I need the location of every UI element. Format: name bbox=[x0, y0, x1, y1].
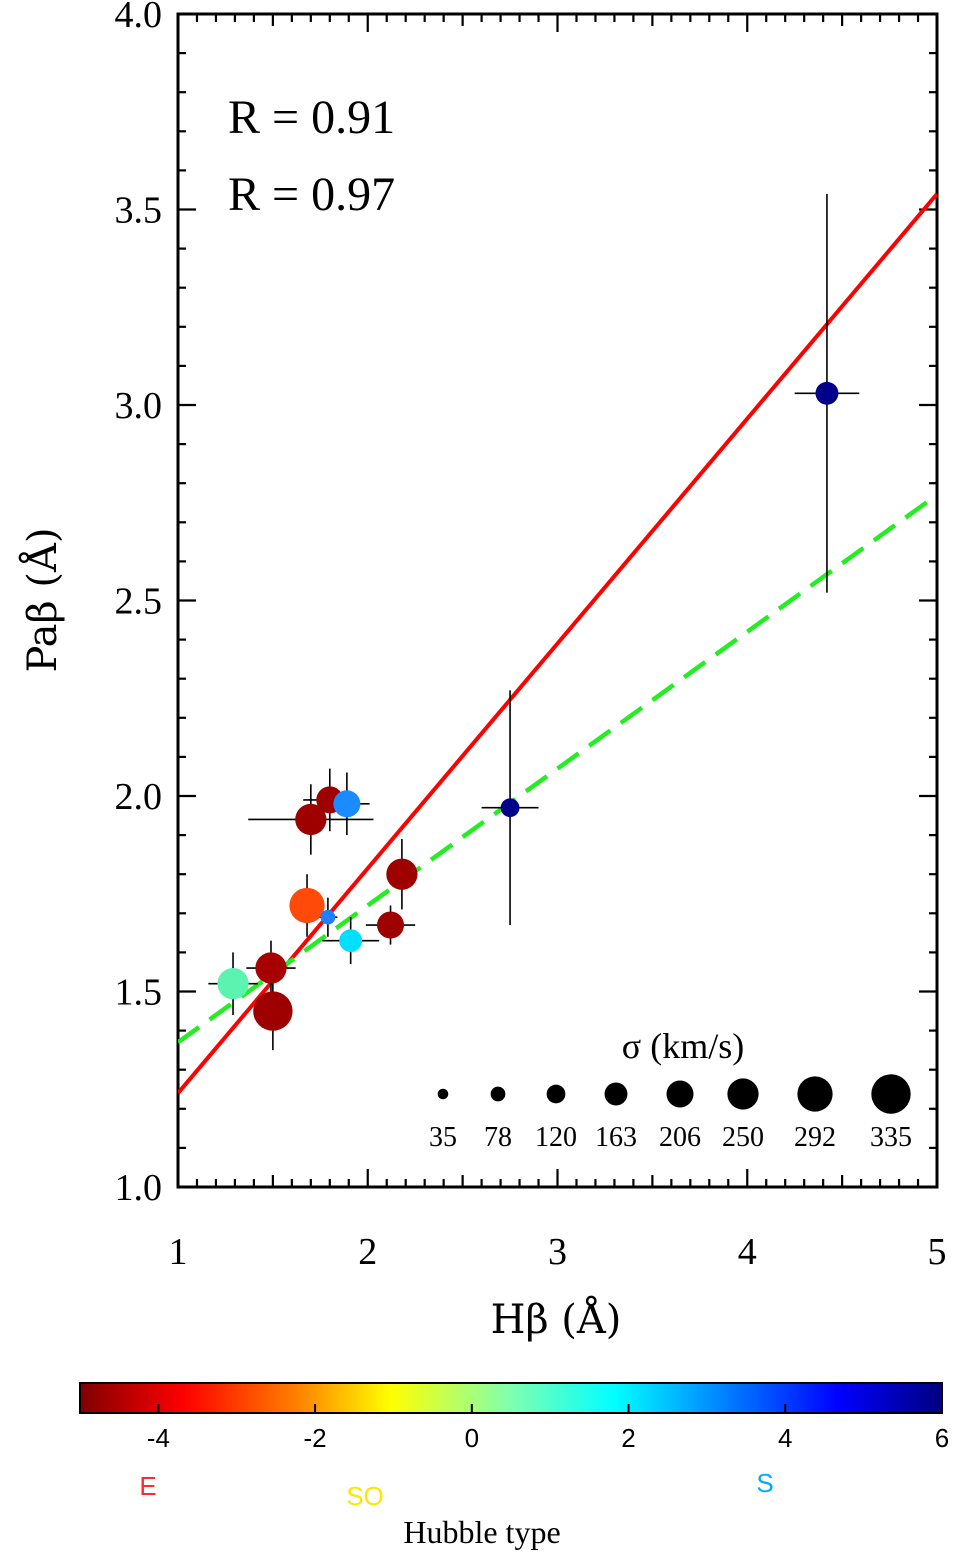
y-tick-labels: 1.0 1.5 2.0 2.5 3.0 3.5 4.0 bbox=[115, 0, 163, 1209]
colorbar-tick-label: 0 bbox=[465, 1423, 479, 1453]
colorbar-title: Hubble type bbox=[403, 1514, 560, 1550]
sigma-legend-label: 163 bbox=[595, 1122, 637, 1153]
sigma-legend-marker bbox=[490, 1086, 506, 1102]
colorbar-ticks: -4 -2 0 2 4 6 bbox=[147, 1404, 949, 1453]
data-point bbox=[255, 952, 287, 984]
sigma-legend-marker bbox=[871, 1074, 911, 1114]
sigma-legend-label: 292 bbox=[794, 1122, 836, 1153]
correlation-annotation-1: R = 0.91 bbox=[228, 91, 395, 144]
colorbar-tick-label: -2 bbox=[304, 1423, 327, 1453]
sigma-legend-marker bbox=[727, 1078, 759, 1110]
colorbar-tick-label: -4 bbox=[147, 1423, 170, 1453]
y-tick-label: 1.5 bbox=[115, 972, 163, 1014]
data-point bbox=[217, 968, 249, 1000]
sigma-legend-marker bbox=[604, 1082, 628, 1106]
data-point bbox=[320, 909, 336, 925]
colorbar-tick-label: 4 bbox=[778, 1423, 792, 1453]
sigma-legend-label: 206 bbox=[659, 1122, 701, 1153]
x-tick-label: 4 bbox=[738, 1231, 757, 1273]
sigma-legend-label: 250 bbox=[722, 1122, 764, 1153]
sigma-legend: 35 78 120 163 206 250 292 335 bbox=[429, 1074, 912, 1153]
axis-ticks bbox=[176, 12, 939, 1189]
sigma-legend-label: 335 bbox=[870, 1122, 912, 1153]
x-tick-labels: 1 2 3 4 5 bbox=[169, 1231, 947, 1273]
sigma-legend-marker bbox=[666, 1080, 694, 1108]
x-tick-label: 1 bbox=[169, 1231, 188, 1273]
colorbar-tick-label: 6 bbox=[935, 1423, 949, 1453]
x-tick-label: 2 bbox=[358, 1231, 377, 1273]
data-point bbox=[333, 790, 361, 818]
data-point bbox=[295, 803, 327, 836]
data-point bbox=[500, 798, 520, 818]
sigma-legend-label: 78 bbox=[484, 1122, 512, 1153]
correlation-annotation-2: R = 0.97 bbox=[228, 168, 395, 221]
colorbar bbox=[79, 1382, 943, 1414]
hubble-class-s: S bbox=[756, 1468, 773, 1498]
y-tick-label: 2.0 bbox=[115, 776, 163, 818]
hubble-class-e: E bbox=[139, 1471, 156, 1501]
fit-line-dashed bbox=[178, 493, 937, 1045]
y-tick-label: 3.0 bbox=[115, 385, 163, 427]
sigma-legend-label: 120 bbox=[535, 1122, 577, 1153]
y-tick-label: 3.5 bbox=[115, 190, 163, 232]
x-tick-label: 3 bbox=[548, 1231, 567, 1273]
data-point bbox=[289, 887, 325, 924]
sigma-legend-marker bbox=[437, 1088, 449, 1100]
y-axis-label: Paβ (Å) bbox=[19, 528, 66, 673]
sigma-legend-title: σ (km/s) bbox=[622, 1026, 744, 1066]
hubble-class-so: SO bbox=[346, 1481, 384, 1511]
y-tick-label: 1.0 bbox=[115, 1167, 163, 1209]
data-point bbox=[339, 929, 363, 953]
data-point bbox=[815, 381, 839, 405]
y-tick-label: 2.5 bbox=[115, 581, 163, 623]
sigma-legend-marker bbox=[546, 1084, 566, 1104]
y-tick-label: 4.0 bbox=[115, 0, 163, 36]
data-points bbox=[208, 193, 860, 1051]
data-point bbox=[377, 911, 405, 939]
sigma-legend-marker bbox=[797, 1076, 833, 1112]
colorbar-tick-label: 2 bbox=[621, 1423, 635, 1453]
data-point bbox=[253, 991, 293, 1031]
sigma-legend-label: 35 bbox=[429, 1122, 457, 1153]
data-point bbox=[386, 858, 418, 890]
x-tick-label: 5 bbox=[928, 1231, 947, 1273]
x-axis-label: Hβ (Å) bbox=[491, 1296, 622, 1343]
fit-line-solid bbox=[178, 192, 937, 1095]
